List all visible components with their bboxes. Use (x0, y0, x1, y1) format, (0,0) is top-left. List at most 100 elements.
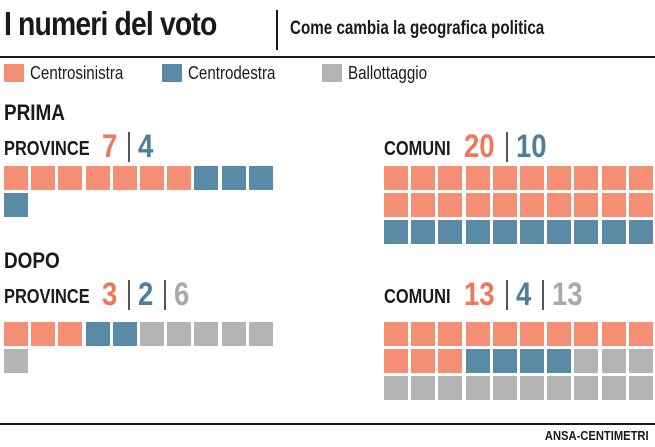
waffle-cell-ballottaggio (140, 322, 164, 346)
waffle-cell-ballottaggio (601, 349, 626, 374)
waffle-cell-ballottaggio (520, 376, 544, 401)
waffle-cell-centrosinistra (384, 322, 408, 346)
legend-swatch (322, 64, 342, 82)
group-label: PROVINCE (4, 138, 90, 160)
count-separator (128, 280, 130, 310)
waffle-cell-centrosinistra (31, 166, 56, 190)
waffle-cell-centrosinistra (58, 166, 83, 190)
waffle-cell-centrosinistra (520, 166, 544, 190)
waffle-cell-ballottaggio (221, 322, 246, 346)
count-centrosinistra: 20 (464, 128, 495, 164)
count-centrosinistra: 13 (464, 276, 495, 312)
waffle-cell-centrosinistra (4, 322, 28, 346)
waffle-cell-centrosinistra (492, 193, 517, 218)
waffle-cell-centrosinistra (465, 322, 490, 346)
waffle-cell-centrodestra (628, 220, 653, 245)
waffle-cell-ballottaggio (628, 376, 653, 401)
waffle-cell-centrodestra (492, 220, 517, 245)
bottom-rule (0, 423, 655, 425)
waffle-cell-ballottaggio (411, 376, 436, 401)
legend-swatch (4, 64, 24, 82)
count-separator (542, 280, 544, 310)
legend-label: Ballottaggio (348, 63, 428, 83)
waffle-cell-centrosinistra (384, 349, 408, 374)
waffle-cell-centrosinistra (58, 322, 83, 346)
waffle-cell-centrosinistra (438, 349, 463, 374)
waffle-cell-centrodestra (574, 220, 599, 245)
waffle-cell-centrosinistra (85, 166, 110, 190)
waffle-cell-ballottaggio (384, 376, 408, 401)
waffle-cell-centrosinistra (520, 193, 544, 218)
waffle-cell-centrodestra (520, 220, 544, 245)
waffle-cell-ballottaggio (194, 322, 219, 346)
waffle-cell-centrodestra (492, 349, 517, 374)
waffle-cell-centrosinistra (438, 193, 463, 218)
waffle-cell-ballottaggio (167, 322, 192, 346)
waffle-cell-centrodestra (547, 220, 572, 245)
waffle-cell-ballottaggio (438, 376, 463, 401)
waffle-cell-centrodestra (520, 349, 544, 374)
top-rule (0, 56, 655, 58)
waffle-cell-centrosinistra (4, 166, 28, 190)
waffle-cell-centrosinistra (601, 166, 626, 190)
waffle-cell-centrodestra (85, 322, 110, 346)
count-centrosinistra: 7 (102, 128, 118, 164)
waffle-cell-ballottaggio (574, 376, 599, 401)
waffle-cell-centrosinistra (438, 166, 463, 190)
legend-label: Centrosinistra (30, 63, 124, 83)
waffle-cell-ballottaggio (574, 349, 599, 374)
waffle-cell-centrosinistra (465, 193, 490, 218)
credit: ANSA-CENTIMETRI (545, 428, 649, 443)
waffle-cell-ballottaggio (547, 376, 572, 401)
count-separator (506, 132, 508, 162)
count-centrosinistra: 3 (102, 276, 118, 312)
waffle-cell-centrosinistra (411, 166, 436, 190)
waffle-cell-ballottaggio (601, 376, 626, 401)
waffle-cell-centrosinistra (411, 193, 436, 218)
count-separator (128, 132, 130, 162)
title-divider (276, 10, 278, 50)
waffle-cell-centrosinistra (547, 193, 572, 218)
waffle-cell-centrosinistra (628, 166, 653, 190)
waffle-cell-ballottaggio (248, 322, 273, 346)
waffle-cell-centrosinistra (628, 322, 653, 346)
section-title-dopo: DOPO (4, 248, 60, 273)
count-centrodestra: 10 (516, 128, 547, 164)
waffle-cell-centrosinistra (31, 322, 56, 346)
waffle-cell-centrosinistra (601, 322, 626, 346)
waffle-cell-centrosinistra (628, 193, 653, 218)
waffle-cell-centrodestra (438, 220, 463, 245)
waffle-cell-centrosinistra (140, 166, 164, 190)
waffle-cell-centrosinistra (574, 193, 599, 218)
subtitle: Come cambia la geografica politica (290, 18, 545, 39)
section-title-prima: PRIMA (4, 100, 65, 125)
waffle-cell-centrodestra (112, 322, 137, 346)
waffle-cell-centrosinistra (411, 322, 436, 346)
waffle-cell-ballottaggio (628, 349, 653, 374)
waffle-cell-ballottaggio (465, 376, 490, 401)
count-centrodestra: 4 (138, 128, 154, 164)
count-centrodestra: 2 (138, 276, 154, 312)
group-label: PROVINCE (4, 286, 90, 308)
waffle-cell-ballottaggio (4, 349, 28, 374)
waffle-cell-centrosinistra (547, 166, 572, 190)
count-centrodestra: 4 (516, 276, 532, 312)
legend-label: Centrodestra (188, 63, 276, 83)
waffle-cell-centrosinistra (492, 166, 517, 190)
count-separator (164, 280, 166, 310)
waffle-cell-centrodestra (384, 220, 408, 245)
waffle-cell-centrodestra (248, 166, 273, 190)
waffle-cell-centrosinistra (465, 166, 490, 190)
waffle-cell-centrosinistra (547, 322, 572, 346)
waffle-cell-centrosinistra (384, 193, 408, 218)
waffle-cell-centrodestra (547, 349, 572, 374)
waffle-cell-centrodestra (411, 220, 436, 245)
waffle-cell-centrosinistra (167, 166, 192, 190)
legend-swatch (162, 64, 182, 82)
waffle-cell-centrodestra (194, 166, 219, 190)
waffle-cell-centrosinistra (112, 166, 137, 190)
waffle-cell-centrodestra (601, 220, 626, 245)
waffle-cell-centrodestra (465, 220, 490, 245)
count-ballottaggio: 13 (552, 276, 583, 312)
waffle-cell-centrosinistra (492, 322, 517, 346)
